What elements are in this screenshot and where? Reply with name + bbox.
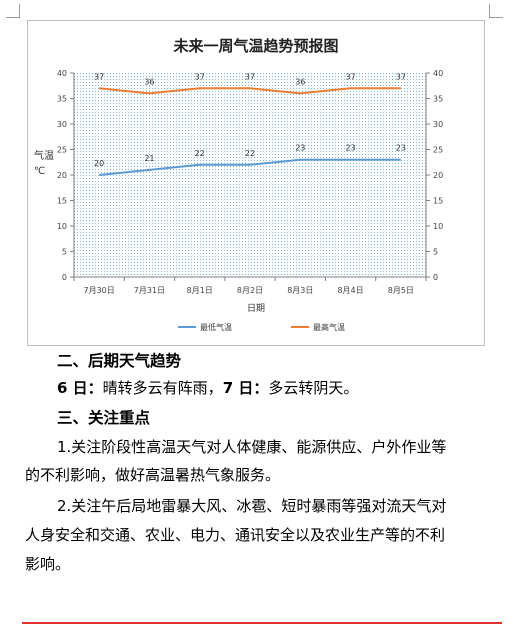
y-tick-label: 25 [57, 146, 67, 155]
data-label: 22 [245, 149, 255, 158]
section-2-heading: 二、后期天气趋势 [57, 352, 182, 370]
x-tick-label: 7月31日 [134, 286, 165, 295]
crop-mark-left-h [6, 17, 20, 18]
data-label: 36 [144, 77, 154, 86]
y-tick-label: 30 [57, 120, 67, 129]
data-label: 23 [396, 144, 406, 153]
day-7-label: 7 日： [222, 379, 269, 397]
axes: 0 0 5 5 10 10 15 15 20 20 25 25 30 30 35 35 40 40 7月30日 7月3… [57, 69, 443, 295]
data-label: 37 [245, 72, 255, 81]
plot-area [74, 73, 426, 277]
y-tick-label-right: 20 [433, 171, 443, 180]
x-tick-label: 7月30日 [84, 286, 115, 295]
y-tick-label-right: 10 [433, 222, 443, 231]
y-tick-label: 40 [57, 69, 67, 78]
data-label: 23 [295, 144, 305, 153]
y-tick-label-right: 25 [433, 146, 443, 155]
legend-label: 最低气温 [200, 322, 232, 332]
footer-rule [22, 622, 502, 624]
data-label: 37 [345, 72, 355, 81]
y-tick-label: 15 [57, 197, 67, 206]
chart-title: 未来一周气温趋势预报图 [172, 37, 338, 55]
x-axis-label: 日期 [247, 303, 265, 314]
data-label: 23 [345, 144, 355, 153]
para-2-line-3: 影响。 [25, 555, 71, 573]
y-tick-label: 35 [57, 95, 67, 104]
para-2-line-2: 人身安全和交通、农业、电力、通讯安全以及农业生产等的不利 [25, 526, 446, 544]
para-1-line-1: 1.关注阶段性高温天气对人体健康、能源供应、户外作业等 [57, 438, 447, 456]
para-1-line-2: 的不利影响，做好高温暑热气象服务。 [25, 466, 281, 484]
data-label: 37 [195, 72, 205, 81]
crop-mark-left [19, 4, 20, 18]
series-line-max [99, 87, 401, 95]
data-label: 37 [396, 72, 406, 81]
chart-legend: 最低气温 最高气温 [178, 322, 345, 332]
x-tick-label: 8月3日 [287, 286, 313, 295]
chart-marks: 20 21 22 22 23 23 23 37 36 37 37 36 37 37 [94, 72, 406, 176]
x-tick-label: 8月2日 [237, 286, 263, 295]
y-tick-label: 0 [62, 273, 67, 282]
temperature-chart: 未来一周气温趋势预报图 0 0 5 5 10 10 15 15 20 20 25 25 30 30 35 35… [34, 37, 443, 332]
day-7-weather: 多云转阴天。 [268, 379, 359, 397]
crop-mark-right-h [489, 17, 503, 18]
y-tick-label-right: 15 [433, 197, 443, 206]
chart-frame: 未来一周气温趋势预报图 0 0 5 5 10 10 15 15 20 20 25 25 30 30 35 35… [27, 20, 485, 346]
series-line-min [99, 158, 401, 176]
x-tick-label: 8月4日 [337, 286, 363, 295]
y-tick-label: 5 [62, 248, 67, 257]
day-6-label: 6 日： [57, 379, 103, 397]
data-label: 37 [94, 72, 104, 81]
data-label: 36 [295, 77, 305, 86]
x-tick-label: 8月5日 [388, 286, 414, 295]
y-tick-label: 20 [57, 171, 67, 180]
y-tick-label-right: 5 [433, 248, 438, 257]
y-tick-label: 10 [57, 222, 67, 231]
para-2-line-1: 2.关注午后局地雷暴大风、冰雹、短时暴雨等强对流天气对 [57, 497, 447, 515]
day-6-weather: 晴转多云有阵雨， [102, 379, 223, 397]
x-tick-label: 8月1日 [187, 286, 213, 295]
legend-label: 最高气温 [313, 322, 345, 332]
section-3-heading: 三、关注重点 [57, 409, 151, 427]
crop-mark-right [489, 4, 490, 18]
y-tick-label-right: 35 [433, 95, 443, 104]
y-tick-label-right: 0 [433, 273, 438, 282]
data-label: 20 [94, 159, 104, 168]
y-axis-label: 气温 [34, 149, 54, 162]
section-2-text: 6 日：晴转多云有阵雨，7 日：多云转阴天。 [57, 377, 524, 398]
y-tick-label-right: 40 [433, 69, 443, 78]
data-label: 22 [195, 149, 205, 158]
y-tick-label-right: 30 [433, 120, 443, 129]
y-axis-unit: ℃ [34, 166, 45, 177]
data-label: 21 [144, 154, 154, 163]
